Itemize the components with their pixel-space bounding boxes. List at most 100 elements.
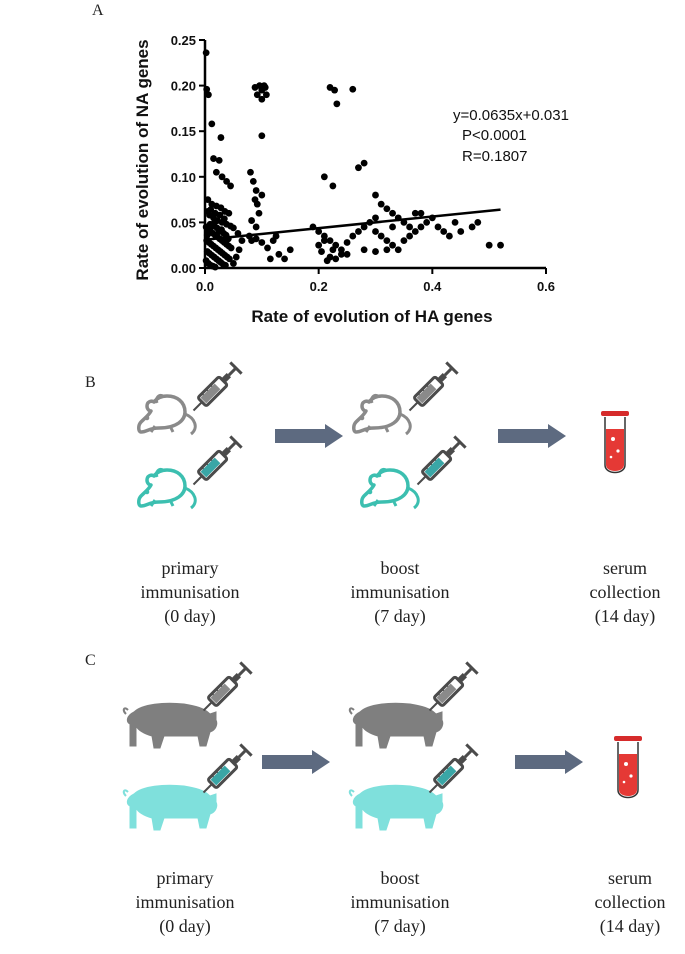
data-point	[255, 209, 263, 217]
syringe-icon	[424, 662, 478, 716]
pig-teal-icon	[348, 784, 444, 831]
syringe-icon	[404, 362, 458, 416]
panel-label-b: B	[85, 374, 96, 391]
panel-label-a: A	[92, 2, 104, 19]
data-point	[323, 257, 331, 265]
data-point	[204, 196, 212, 204]
pig-gray-icon	[122, 702, 218, 749]
data-point	[264, 244, 271, 252]
syringe-icon	[198, 662, 252, 716]
y-tick-label: 0.15	[171, 124, 196, 139]
data-point	[372, 214, 379, 222]
data-point	[383, 237, 391, 245]
data-point	[329, 182, 337, 190]
panel-b-caption-primary: primary immunisation (0 day)	[140, 558, 240, 626]
regression-line	[204, 208, 501, 241]
data-point	[211, 263, 219, 271]
data-point	[222, 261, 229, 269]
data-point	[217, 134, 225, 141]
data-point	[232, 253, 240, 261]
data-point	[451, 219, 459, 226]
y-axis-label: Rate of evolution of NA genes	[133, 39, 152, 280]
arrow-icon	[498, 424, 566, 448]
data-point	[205, 91, 212, 99]
data-point	[400, 237, 408, 245]
data-point	[383, 246, 391, 254]
data-point	[485, 241, 493, 249]
arrow-icon	[275, 424, 343, 448]
data-point	[360, 223, 368, 231]
data-point	[389, 241, 396, 249]
scatter-chart: 0.0 0.2 0.4 0.6 0.00 0.05 0.10 0.15 0.20 0.25 Rat…	[133, 33, 569, 326]
data-point	[272, 232, 280, 240]
data-point	[383, 205, 391, 213]
data-point	[331, 86, 338, 94]
data-point	[332, 255, 340, 263]
data-point	[247, 168, 254, 176]
data-point	[468, 223, 476, 231]
chart-ticks: 0.0 0.2 0.4 0.6 0.00 0.05 0.10 0.15 0.20 0.25	[171, 33, 555, 294]
data-point	[216, 211, 224, 219]
arrow-icon	[262, 750, 330, 774]
data-point	[377, 232, 385, 240]
data-point	[203, 231, 211, 239]
data-point	[406, 223, 413, 231]
data-point	[226, 255, 233, 263]
data-point	[440, 228, 448, 235]
data-point	[220, 215, 228, 223]
data-point	[281, 255, 288, 263]
y-tick-label: 0.10	[171, 170, 196, 185]
data-point	[333, 100, 341, 108]
data-point	[434, 223, 442, 231]
data-point	[457, 228, 465, 235]
mouse-teal-icon	[137, 467, 198, 510]
data-point	[258, 191, 266, 199]
data-point	[262, 91, 270, 99]
pig-gray-icon	[348, 702, 444, 749]
panel-c-caption-boost: boost immunisation (7 day)	[350, 868, 450, 936]
y-tick-label: 0.05	[171, 215, 196, 230]
y-tick-label: 0.00	[171, 261, 196, 276]
data-point	[258, 132, 266, 140]
data-point	[411, 209, 419, 217]
data-point	[343, 239, 351, 246]
data-point	[315, 241, 323, 249]
data-point	[261, 84, 269, 91]
data-point	[210, 155, 217, 162]
data-point	[417, 223, 425, 231]
data-point	[329, 246, 337, 254]
mouse-teal-icon	[360, 467, 421, 510]
panel-b-caption-boost: boost immunisation (7 day)	[350, 558, 450, 626]
data-point	[203, 85, 211, 93]
blood-tube-icon	[600, 410, 630, 474]
data-point	[389, 209, 396, 217]
data-point	[252, 187, 260, 194]
data-point	[252, 223, 260, 231]
data-point	[406, 232, 413, 240]
data-point	[372, 248, 379, 255]
mouse-gray-icon	[352, 393, 413, 436]
data-point	[318, 248, 325, 255]
data-point	[411, 228, 419, 235]
data-point	[355, 164, 362, 172]
data-point	[258, 95, 266, 103]
data-point	[266, 255, 274, 263]
panel-c-caption-primary: primary immunisation (0 day)	[135, 868, 235, 936]
mouse-gray-icon	[137, 393, 198, 436]
panel-c-step2	[348, 662, 478, 831]
data-point	[343, 250, 351, 258]
data-point	[320, 173, 328, 181]
panel-c-caption-serum: serum collection (14 day)	[594, 868, 666, 936]
data-point	[253, 200, 261, 208]
data-point	[252, 235, 260, 243]
panel-label-c: C	[85, 652, 96, 669]
data-point	[320, 237, 328, 245]
data-point	[326, 237, 334, 245]
arrow-icon	[515, 750, 583, 774]
data-point	[372, 191, 379, 199]
data-point	[394, 246, 402, 254]
x-tick-label: 0.2	[310, 279, 328, 294]
data-point	[223, 177, 230, 185]
y-tick-label: 0.25	[171, 33, 196, 48]
